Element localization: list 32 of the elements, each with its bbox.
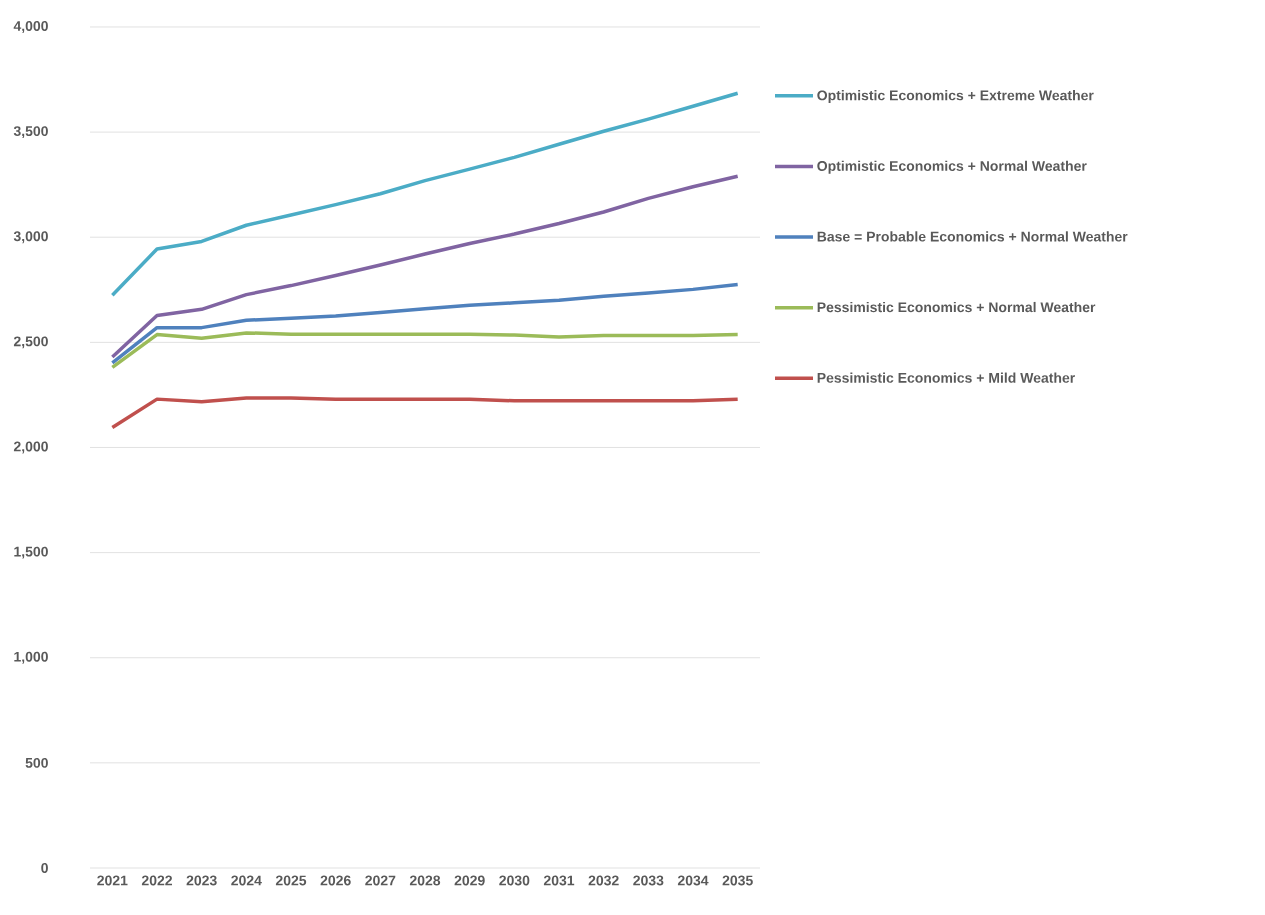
x-tick-label: 2029 (454, 875, 485, 886)
x-tick-label: 2032 (588, 875, 619, 886)
legend-label: Optimistic Economics + Normal Weather (817, 160, 1087, 174)
line-series (110, 91, 740, 298)
x-tick-label: 2035 (722, 875, 753, 886)
x-tick-label: 2028 (409, 875, 441, 886)
legend-label: Optimistic Economics + Extreme Weather (817, 90, 1094, 104)
x-tick-label: 2023 (186, 875, 217, 886)
x-tick-label: 2034 (677, 875, 709, 886)
legend-label: Base = Probable Economics + Normal Weather (817, 231, 1128, 242)
y-tick-label: 1,500 (14, 546, 48, 559)
y-tick-label: 1,000 (14, 651, 48, 664)
y-tick-label: 0 (41, 863, 48, 873)
x-tick-label: 2024 (231, 875, 262, 886)
y-tick-label: 3,000 (13, 231, 48, 244)
y-tick-label: 3,500 (13, 126, 48, 139)
line-series (110, 174, 740, 359)
legend-label: Pessimistic Economics + Normal Weather (817, 301, 1096, 313)
x-tick-label: 2021 (97, 875, 128, 886)
x-tick-label: 2033 (633, 875, 664, 886)
x-tick-label: 2031 (543, 875, 575, 886)
x-tick-label: 2025 (275, 875, 307, 886)
x-tick-label: 2027 (365, 875, 396, 886)
y-tick-label: 2,000 (13, 441, 48, 454)
x-tick-label: 2026 (320, 875, 351, 886)
x-tick-label: 2022 (141, 875, 173, 886)
y-tick-label: 4,000 (13, 21, 48, 33)
legend-label: Pessimistic Economics + Mild Weather (817, 372, 1075, 383)
x-tick-label: 2030 (499, 875, 530, 886)
line-series (110, 282, 740, 365)
y-tick-label: 2,500 (13, 336, 48, 349)
y-tick-label: 500 (25, 757, 48, 768)
